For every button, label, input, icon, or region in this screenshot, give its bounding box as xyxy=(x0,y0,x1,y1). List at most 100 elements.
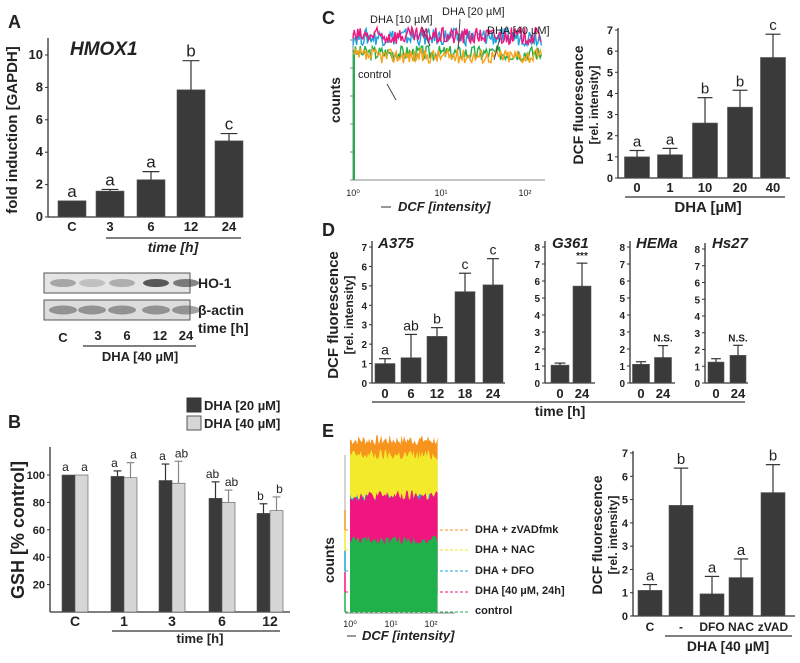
bar xyxy=(57,200,87,218)
series-label-dha20: DHA [20 µM] xyxy=(442,6,505,18)
y-axis-label: counts xyxy=(321,537,337,583)
blot-band-ho1 xyxy=(173,279,199,287)
y-tick-label: 1 xyxy=(534,362,540,373)
significance-label: c xyxy=(490,242,497,258)
subplot-hema: 0 1 2 3 4 5 6 7 8 N.S. 0 24 HEMa xyxy=(619,235,677,401)
panel-letter-b: B xyxy=(8,412,21,432)
y-tick-label: 2 xyxy=(36,177,43,192)
blot-label-ho1: HO-1 xyxy=(198,275,232,291)
x-tick-label: 6 xyxy=(218,613,226,629)
bar xyxy=(214,140,244,218)
significance-label: b xyxy=(186,42,195,61)
y-tick-label: 40 xyxy=(33,552,45,564)
x-tick-label: 0 xyxy=(381,386,388,401)
bar xyxy=(624,156,650,179)
chart-panel-c-histogram: counts control DHA [10 µM] DHA [20 µM] DHA [… xyxy=(327,6,550,214)
x-tick-label: 10⁰ xyxy=(343,619,357,629)
label-pointer xyxy=(421,26,431,47)
y-tick-label: 1 xyxy=(694,362,700,373)
chart-panel-c-bar: 0 1 2 3 4 5 6 7 a a b b c 0 1 10 20 40 DCF fluorescence [re… xyxy=(570,17,790,216)
significance-label: a xyxy=(81,460,88,474)
y-tick-label: 4 xyxy=(607,88,614,100)
bar xyxy=(760,492,786,617)
bar xyxy=(61,474,76,613)
bar xyxy=(110,476,125,613)
blot-band-actin xyxy=(142,305,170,315)
bar xyxy=(632,363,650,384)
series-label-control: control xyxy=(358,69,391,81)
x-tick-label: 6 xyxy=(407,386,414,401)
y-axis-sublabel: [rel. intensity] xyxy=(606,496,620,575)
x-tick-label: 1 xyxy=(120,613,128,629)
y-tick-label: 0 xyxy=(607,173,613,185)
y-tick-label: 6 xyxy=(622,471,628,483)
lane-label: C xyxy=(58,330,68,345)
significance-label: a xyxy=(666,131,675,148)
histogram-line xyxy=(352,24,542,47)
lane-label: 6 xyxy=(123,328,130,343)
y-tick-label: 60 xyxy=(33,525,45,537)
histogram-area xyxy=(350,535,438,612)
significance-label: a xyxy=(381,342,389,358)
bar xyxy=(637,590,663,617)
y-tick-label: 5 xyxy=(619,294,625,305)
x-tick-label: 12 xyxy=(430,386,444,401)
bar xyxy=(657,154,683,179)
bar xyxy=(171,482,186,613)
y-tick-label: 10 xyxy=(29,47,43,62)
label-pointer xyxy=(493,37,501,61)
x-tick-label: 10² xyxy=(424,619,437,629)
significance-label: N.S. xyxy=(728,333,748,344)
significance-label: a xyxy=(146,153,156,172)
x-tick-label: 12 xyxy=(262,613,278,629)
y-tick-label: 8 xyxy=(694,245,700,256)
series-label: DHA + NAC xyxy=(475,544,535,556)
y-tick-label: 4 xyxy=(36,144,44,159)
bar xyxy=(221,502,236,613)
bar xyxy=(400,357,422,384)
y-tick-label: 3 xyxy=(622,541,628,553)
y-tick-label: 1 xyxy=(622,588,628,600)
y-tick-label: 1 xyxy=(619,362,625,373)
y-axis-label: counts xyxy=(327,77,343,123)
y-tick-label: 4 xyxy=(694,312,700,323)
y-tick-label: 7 xyxy=(622,448,628,460)
y-axis-sublabel: [rel. intensity] xyxy=(342,276,356,355)
panel-letter-a: A xyxy=(8,12,21,32)
y-tick-label: 8 xyxy=(36,79,43,94)
y-tick-label: 5 xyxy=(694,295,700,306)
x-tick-label: 20 xyxy=(733,180,747,195)
x-tick-label: 1 xyxy=(666,180,673,195)
x-tick-label: 24 xyxy=(222,219,237,234)
significance-label: b xyxy=(736,73,744,90)
y-tick-label: 7 xyxy=(607,25,613,37)
blot-band-actin xyxy=(108,305,136,315)
bar xyxy=(374,363,396,384)
y-tick-label: 6 xyxy=(36,112,43,127)
y-tick-label: 0 xyxy=(534,379,540,390)
chart-title: HMOX1 xyxy=(70,39,138,60)
y-tick-label: 6 xyxy=(361,262,367,273)
x-tick-label: C xyxy=(70,613,80,629)
y-tick-label: 6 xyxy=(694,279,700,290)
panel-letter-d: D xyxy=(322,220,335,240)
y-tick-label: 2 xyxy=(361,340,367,351)
y-tick-label: 0 xyxy=(36,209,43,224)
y-tick-label: 1 xyxy=(607,152,613,164)
panel-letter-e: E xyxy=(322,421,334,441)
lane-label: 12 xyxy=(153,328,167,343)
y-axis-label: fold induction [GAPDH] xyxy=(4,46,21,213)
subplot-title: Hs27 xyxy=(712,235,749,252)
significance-label: b xyxy=(701,81,709,98)
bar xyxy=(729,355,747,384)
x-tick-label: 12 xyxy=(184,219,198,234)
significance-label: a xyxy=(62,460,69,474)
x-tick-label: 24 xyxy=(575,386,590,401)
y-tick-label: 3 xyxy=(694,329,700,340)
y-tick-label: 5 xyxy=(361,282,367,293)
y-tick-label: 2 xyxy=(622,564,628,576)
blot-band-ho1 xyxy=(50,279,76,287)
